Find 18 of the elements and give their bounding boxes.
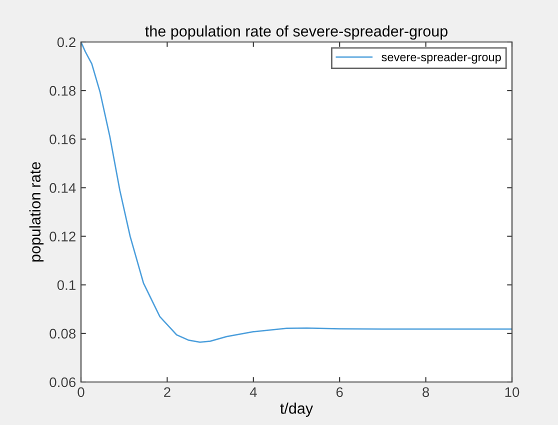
legend-label: severe-spreader-group [382,52,501,64]
x-tick-label: 10 [505,387,520,398]
x-tick-label: 2 [164,387,170,397]
x-tick-label: 4 [250,387,257,397]
x-tick-label: 8 [422,387,430,398]
chart-title: the population rate of severe-spreader-group [145,25,448,40]
y-axis-title: population rate [29,162,44,262]
y-tick-label: 0.14 [50,183,76,193]
x-tick-label: 0 [78,387,84,398]
y-tick-label: 0.1 [57,280,76,290]
y-tick-label: 0.08 [50,328,76,339]
x-tick-label: 6 [336,387,343,398]
y-tick-label: 0.2 [57,37,76,48]
y-tick-label: 0.16 [50,134,76,144]
x-axis-title: t/day [280,402,314,417]
y-tick-label: 0.18 [50,86,76,96]
y-tick-label: 0.06 [50,377,76,388]
y-tick-label: 0.12 [50,232,76,242]
